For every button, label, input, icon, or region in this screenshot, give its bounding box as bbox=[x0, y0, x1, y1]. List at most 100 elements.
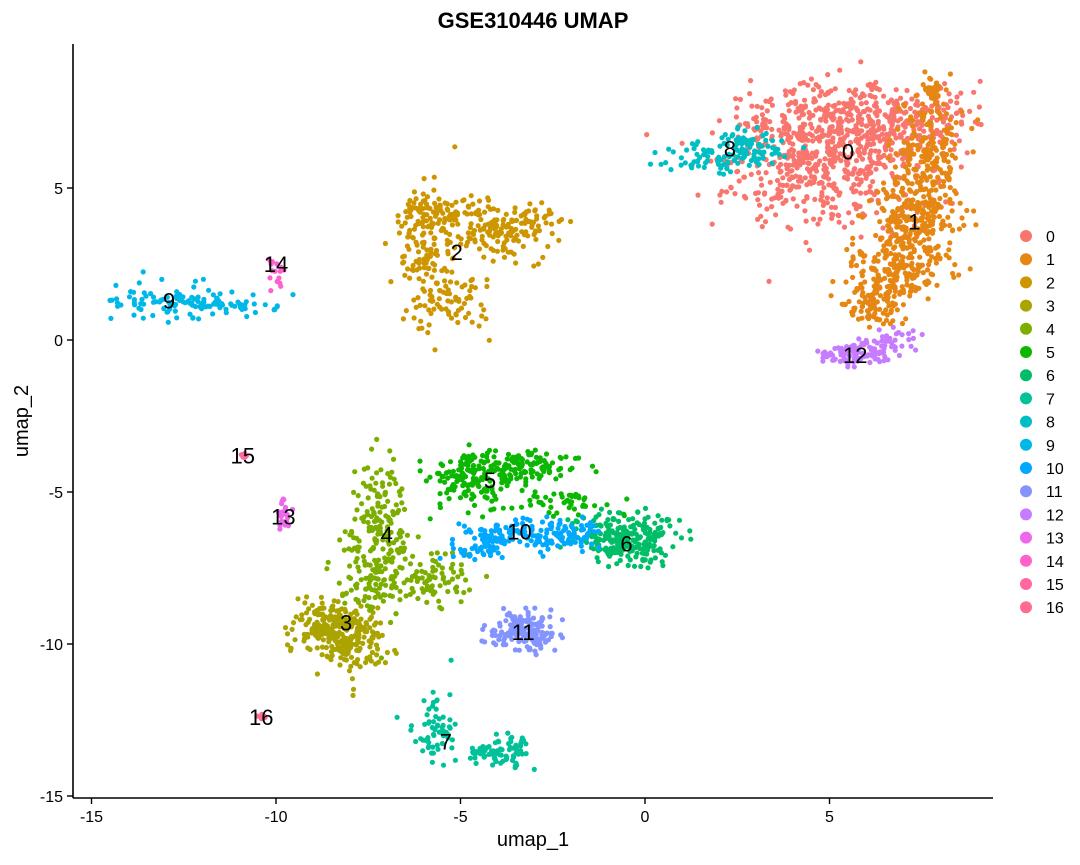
point-cluster-0 bbox=[872, 148, 879, 154]
point-cluster-1 bbox=[887, 261, 894, 267]
point-cluster-1 bbox=[918, 178, 925, 184]
point-cluster-1 bbox=[908, 188, 914, 194]
point-cluster-3 bbox=[357, 664, 363, 670]
point-cluster-10 bbox=[450, 553, 456, 560]
point-cluster-10 bbox=[482, 528, 488, 534]
point-cluster-4 bbox=[379, 480, 386, 486]
point-cluster-4 bbox=[342, 600, 348, 606]
point-cluster-2 bbox=[539, 200, 545, 206]
point-cluster-11 bbox=[552, 647, 558, 653]
point-cluster-1 bbox=[920, 270, 926, 276]
point-cluster-1 bbox=[950, 270, 956, 277]
point-cluster-2 bbox=[531, 263, 537, 269]
point-cluster-5 bbox=[558, 465, 564, 471]
point-cluster-8 bbox=[717, 143, 723, 149]
point-cluster-12 bbox=[843, 357, 849, 363]
point-cluster-0 bbox=[857, 95, 863, 101]
point-cluster-0 bbox=[913, 114, 919, 120]
point-cluster-2 bbox=[403, 209, 409, 215]
point-cluster-5 bbox=[532, 489, 538, 495]
point-cluster-0 bbox=[796, 108, 802, 114]
point-cluster-4 bbox=[466, 587, 473, 593]
point-cluster-10 bbox=[522, 529, 528, 535]
point-cluster-12 bbox=[844, 350, 850, 356]
points-layer bbox=[107, 59, 984, 773]
point-cluster-1 bbox=[929, 108, 935, 114]
legend-swatch bbox=[1020, 508, 1032, 521]
point-cluster-1 bbox=[841, 301, 847, 307]
point-cluster-8 bbox=[742, 128, 748, 134]
point-cluster-11 bbox=[513, 632, 519, 638]
legend-swatch bbox=[1020, 578, 1032, 590]
point-cluster-3 bbox=[346, 668, 353, 674]
point-cluster-1 bbox=[915, 266, 921, 272]
point-cluster-7 bbox=[493, 731, 499, 737]
point-cluster-6 bbox=[595, 537, 602, 543]
point-cluster-0 bbox=[776, 195, 782, 201]
point-cluster-2 bbox=[420, 214, 426, 221]
point-cluster-9 bbox=[159, 276, 165, 282]
point-cluster-12 bbox=[844, 344, 850, 350]
point-cluster-8 bbox=[670, 149, 676, 155]
point-cluster-2 bbox=[429, 274, 435, 280]
point-cluster-10 bbox=[572, 539, 578, 545]
point-cluster-1 bbox=[883, 307, 889, 313]
point-cluster-5 bbox=[571, 506, 578, 512]
point-cluster-12 bbox=[885, 357, 891, 363]
cluster-label-12: 12 bbox=[843, 343, 867, 368]
point-cluster-5 bbox=[512, 466, 518, 472]
point-cluster-1 bbox=[885, 228, 891, 234]
point-cluster-3 bbox=[305, 619, 311, 625]
point-cluster-1 bbox=[848, 259, 854, 265]
point-cluster-1 bbox=[936, 213, 943, 220]
point-cluster-4 bbox=[436, 598, 442, 604]
point-cluster-4 bbox=[386, 481, 392, 487]
point-cluster-3 bbox=[324, 623, 330, 629]
point-cluster-3 bbox=[288, 645, 294, 651]
point-cluster-0 bbox=[888, 147, 894, 153]
point-cluster-8 bbox=[779, 138, 785, 144]
point-cluster-12 bbox=[867, 359, 873, 366]
point-cluster-8 bbox=[702, 160, 709, 166]
point-cluster-2 bbox=[431, 267, 437, 273]
point-cluster-6 bbox=[607, 522, 614, 528]
point-cluster-0 bbox=[775, 164, 782, 170]
point-cluster-10 bbox=[481, 540, 488, 546]
point-cluster-1 bbox=[949, 208, 955, 214]
point-cluster-0 bbox=[797, 124, 803, 130]
point-cluster-8 bbox=[769, 160, 775, 166]
point-cluster-5 bbox=[478, 489, 485, 495]
point-cluster-1 bbox=[878, 236, 884, 243]
legend-item-4: 4 bbox=[1020, 322, 1055, 339]
point-cluster-3 bbox=[354, 628, 360, 634]
point-cluster-2 bbox=[534, 216, 540, 222]
point-cluster-0 bbox=[728, 185, 734, 191]
point-cluster-2 bbox=[483, 316, 489, 322]
point-cluster-10 bbox=[517, 539, 523, 545]
point-cluster-1 bbox=[865, 308, 871, 315]
point-cluster-11 bbox=[537, 639, 543, 645]
point-cluster-5 bbox=[455, 477, 461, 483]
point-cluster-9 bbox=[177, 291, 183, 298]
legend-item-10: 10 bbox=[1020, 461, 1064, 478]
point-cluster-10 bbox=[492, 535, 498, 541]
cluster-7-points bbox=[394, 657, 537, 773]
point-cluster-4 bbox=[388, 547, 394, 553]
point-cluster-6 bbox=[606, 563, 612, 570]
point-cluster-12 bbox=[906, 331, 912, 337]
point-cluster-13 bbox=[289, 506, 296, 513]
point-cluster-0 bbox=[921, 128, 927, 134]
point-cluster-0 bbox=[828, 88, 834, 94]
point-cluster-3 bbox=[312, 621, 318, 627]
point-cluster-1 bbox=[919, 200, 925, 206]
point-cluster-9 bbox=[138, 301, 144, 307]
point-cluster-1 bbox=[901, 224, 907, 230]
point-cluster-11 bbox=[497, 620, 503, 626]
point-cluster-4 bbox=[429, 583, 435, 589]
point-cluster-6 bbox=[660, 530, 666, 536]
point-cluster-2 bbox=[545, 243, 551, 250]
point-cluster-2 bbox=[512, 205, 518, 211]
point-cluster-1 bbox=[928, 166, 934, 172]
point-cluster-8 bbox=[668, 167, 674, 173]
point-cluster-7 bbox=[447, 717, 453, 723]
